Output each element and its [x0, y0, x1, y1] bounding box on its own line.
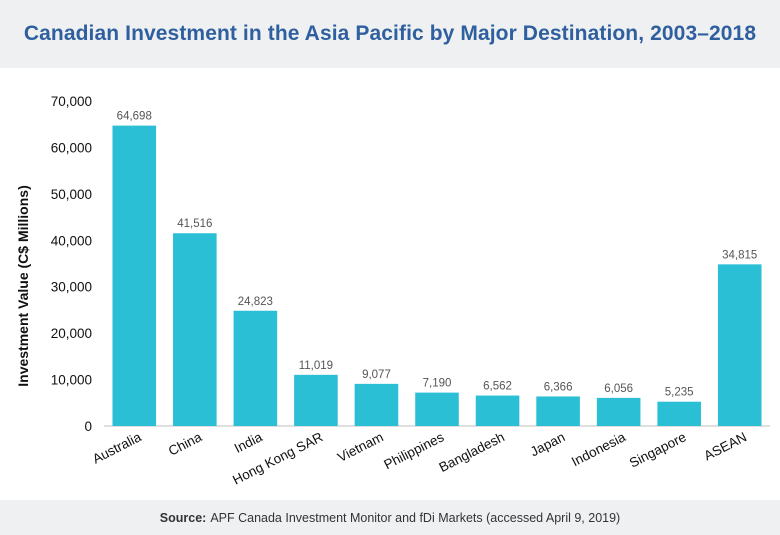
value-label: 6,366: [544, 381, 573, 393]
x-tick-label: Japan: [528, 429, 568, 459]
value-label: 41,516: [177, 218, 212, 230]
y-tick-label: 40,000: [51, 233, 92, 248]
value-label: 7,190: [423, 378, 452, 390]
y-axis-label: Investment Value (C$ Millions): [15, 185, 31, 387]
x-tick-label: China: [166, 429, 205, 459]
title-band: Canadian Investment in the Asia Pacific …: [0, 0, 780, 68]
bar-china: [173, 233, 217, 426]
x-tick-label: India: [232, 429, 265, 456]
bar-australia: [112, 126, 156, 426]
y-tick-label: 60,000: [51, 140, 92, 155]
y-tick-label: 0: [84, 419, 92, 434]
value-label: 9,077: [362, 369, 391, 381]
x-tick-label: ASEAN: [701, 429, 749, 463]
value-label: 24,823: [238, 296, 273, 308]
source-text: APF Canada Investment Monitor and fDi Ma…: [210, 511, 620, 525]
value-label: 34,815: [722, 249, 757, 261]
bar-hong-kong-sar: [294, 375, 338, 426]
value-label: 11,019: [299, 360, 333, 372]
bar-asean: [718, 264, 762, 426]
y-tick-label: 50,000: [51, 187, 92, 202]
bar-singapore: [657, 402, 701, 426]
y-axis: 0 10,000 20,000 30,000 40,000 50,000 60,000 70,…: [51, 94, 770, 434]
x-tick-label: Indonesia: [569, 429, 628, 469]
source-footer: Source: APF Canada Investment Monitor an…: [0, 500, 780, 535]
bar-bangladesh: [476, 396, 520, 426]
chart-area: 0 10,000 20,000 30,000 40,000 50,000 60,000 70,…: [0, 68, 780, 500]
y-tick-label: 70,000: [51, 94, 92, 109]
y-tick-label: 30,000: [51, 280, 92, 295]
x-tick-label: Singapore: [627, 429, 689, 470]
value-label: 6,562: [483, 381, 512, 393]
x-tick-label: Vietnam: [335, 429, 386, 465]
chart-title: Canadian Investment in the Asia Pacific …: [24, 22, 756, 46]
y-tick-label: 10,000: [51, 373, 92, 388]
value-label: 5,235: [665, 387, 694, 399]
source-label: Source:: [160, 511, 207, 525]
bar-chart: 0 10,000 20,000 30,000 40,000 50,000 60,000 70,…: [0, 68, 780, 500]
bar-philippines: [415, 393, 459, 426]
y-tick-label: 20,000: [51, 326, 92, 341]
value-label: 64,698: [117, 111, 152, 123]
x-tick-label: Australia: [90, 429, 144, 466]
bar-indonesia: [597, 398, 641, 426]
bar-japan: [536, 396, 580, 426]
bar-vietnam: [355, 384, 399, 426]
x-tick-label: Philippines: [381, 429, 446, 472]
x-tick-label: Bangladesh: [437, 429, 507, 475]
bar-india: [234, 311, 278, 426]
value-label: 6,056: [604, 383, 633, 395]
